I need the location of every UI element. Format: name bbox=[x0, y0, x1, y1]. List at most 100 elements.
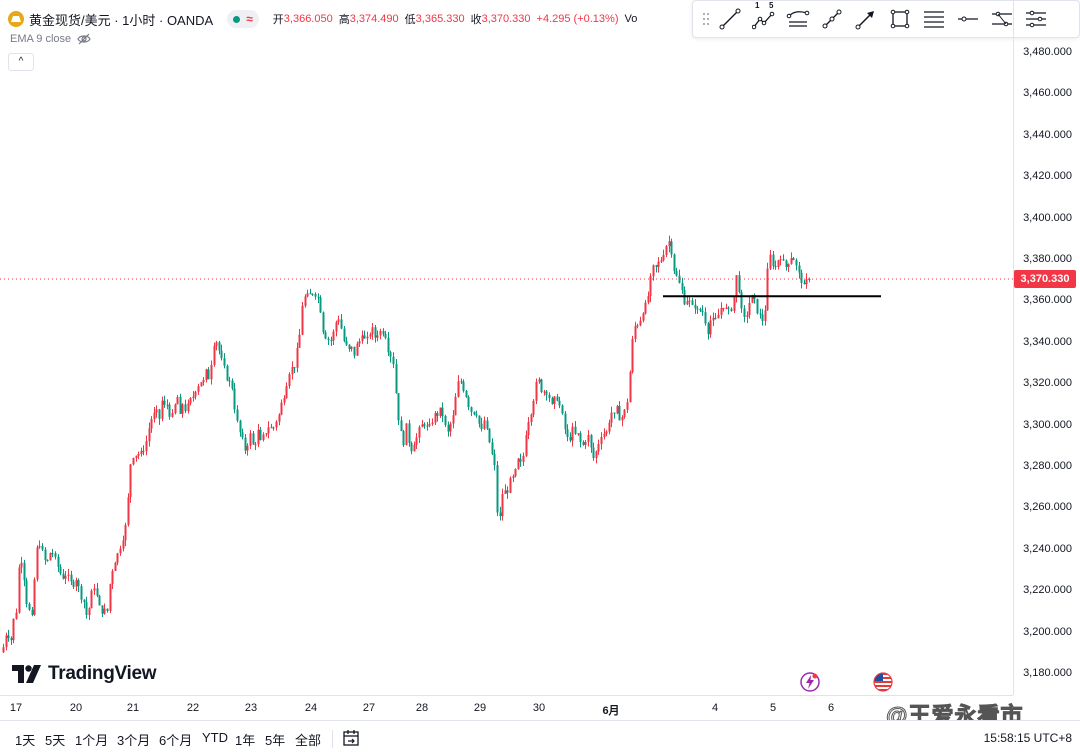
chart-pane[interactable] bbox=[0, 0, 1013, 695]
horizontal-ray-icon[interactable] bbox=[951, 2, 985, 36]
candle-body bbox=[488, 428, 491, 443]
fib-retracement-icon[interactable] bbox=[917, 2, 951, 36]
clock-timezone[interactable]: 15:58:15 UTC+8 bbox=[983, 731, 1072, 745]
range-1y-button[interactable]: 1年 bbox=[235, 733, 256, 748]
range-all-button[interactable]: 全部 bbox=[295, 733, 322, 748]
candle-body bbox=[119, 548, 122, 554]
range-ytd-button[interactable]: YTD bbox=[202, 730, 228, 745]
candle-body bbox=[174, 404, 177, 414]
candle-body bbox=[200, 382, 203, 387]
price-scale[interactable]: 3,480.000 3,460.000 3,440.000 3,420.000 3,40… bbox=[1013, 0, 1080, 695]
candle-body bbox=[88, 608, 91, 616]
arrow-line-icon[interactable] bbox=[849, 2, 883, 36]
range-1d-button[interactable]: 1天 bbox=[15, 733, 36, 748]
candle-body bbox=[777, 260, 780, 267]
candle-body bbox=[41, 546, 44, 550]
candle-body bbox=[285, 386, 288, 399]
price-tick: 3,200.000 bbox=[1023, 625, 1072, 638]
symbol-title[interactable]: 黄金现货/美元 · 1小时 · OANDA bbox=[29, 12, 214, 28]
tradingview-logo[interactable]: TradingView bbox=[12, 663, 157, 685]
us-flag-event-icon[interactable] bbox=[873, 672, 893, 692]
candle-body bbox=[376, 335, 379, 338]
candle-body bbox=[616, 406, 619, 414]
candle-body bbox=[738, 275, 741, 293]
range-6m-button[interactable]: 6个月 bbox=[159, 733, 193, 748]
candlestick-plot[interactable] bbox=[0, 0, 1013, 695]
price-tick: 3,340.000 bbox=[1023, 335, 1072, 348]
time-scale[interactable]: 17 20 21 22 23 24 27 28 29 30 6月 4 5 6 bbox=[0, 695, 1013, 719]
drag-handle-icon[interactable] bbox=[699, 9, 713, 29]
candle-body bbox=[166, 404, 169, 406]
xabcd-pattern-icon[interactable] bbox=[985, 2, 1019, 36]
candle-body bbox=[668, 241, 671, 247]
candle-body bbox=[67, 574, 70, 576]
candle-body bbox=[77, 580, 80, 587]
candle-body bbox=[189, 398, 192, 404]
candle-body bbox=[270, 427, 273, 429]
candle-body bbox=[787, 263, 790, 267]
market-status-pill[interactable]: ≈ bbox=[227, 10, 259, 28]
elliott-wave-icon[interactable]: 1 5 bbox=[747, 1, 781, 36]
date-range-icon[interactable] bbox=[342, 729, 360, 747]
rectangle-icon[interactable] bbox=[883, 2, 917, 36]
range-5y-button[interactable]: 5年 bbox=[265, 733, 286, 748]
candle-body bbox=[202, 379, 205, 383]
range-3m-button[interactable]: 3个月 bbox=[117, 733, 151, 748]
candle-body bbox=[751, 295, 754, 303]
candle-body bbox=[509, 477, 512, 493]
time-tick: 22 bbox=[186, 702, 200, 714]
indicator-label[interactable]: EMA 9 close bbox=[10, 33, 72, 45]
range-5d-button[interactable]: 5天 bbox=[45, 733, 66, 748]
event-lightning-icon[interactable] bbox=[800, 672, 820, 692]
candle-body bbox=[252, 433, 255, 445]
candle-body bbox=[577, 433, 580, 435]
candle-body bbox=[62, 573, 65, 579]
candle-body bbox=[10, 638, 13, 641]
candle-body bbox=[28, 603, 31, 610]
candle-body bbox=[798, 265, 801, 273]
candle-body bbox=[267, 427, 270, 434]
candle-body bbox=[322, 312, 325, 333]
candle-body bbox=[543, 391, 546, 393]
candle-body bbox=[400, 420, 403, 432]
price-tick: 3,400.000 bbox=[1023, 211, 1072, 224]
range-1m-button[interactable]: 1个月 bbox=[75, 733, 109, 748]
candle-body bbox=[621, 416, 624, 421]
candle-body bbox=[569, 436, 572, 441]
hide-eye-icon[interactable] bbox=[77, 33, 91, 45]
candle-body bbox=[558, 400, 561, 406]
candle-body bbox=[249, 433, 252, 446]
candle-body bbox=[735, 275, 738, 298]
candle-body bbox=[408, 423, 411, 443]
candle-body bbox=[517, 458, 520, 470]
price-tick: 3,480.000 bbox=[1023, 46, 1072, 58]
candle-body bbox=[514, 469, 517, 477]
parallel-channel-icon[interactable] bbox=[781, 2, 815, 36]
candle-body bbox=[288, 374, 291, 387]
info-line-icon[interactable] bbox=[815, 2, 849, 36]
candle-body bbox=[790, 258, 793, 264]
candle-body bbox=[23, 562, 26, 581]
candle-body bbox=[168, 404, 171, 417]
last-price-label: 3,370.330 bbox=[1014, 270, 1076, 289]
candle-body bbox=[717, 314, 720, 319]
candle-body bbox=[335, 322, 338, 332]
candle-body bbox=[38, 546, 41, 548]
candle-body bbox=[314, 294, 317, 297]
candle-body bbox=[59, 566, 62, 574]
candle-body bbox=[618, 406, 621, 421]
cyclic-lines-icon[interactable] bbox=[1019, 2, 1053, 36]
trend-line-icon[interactable] bbox=[713, 2, 747, 36]
candle-body bbox=[590, 434, 593, 448]
candle-body bbox=[512, 476, 515, 478]
time-tick: 27 bbox=[362, 702, 376, 714]
candle-body bbox=[25, 580, 28, 604]
price-tick: 3,220.000 bbox=[1023, 584, 1072, 597]
candle-body bbox=[366, 336, 369, 339]
time-tick: 5 bbox=[769, 702, 777, 714]
candle-body bbox=[96, 588, 99, 596]
collapse-legend-button[interactable]: ^ bbox=[8, 53, 34, 71]
candle-body bbox=[215, 342, 218, 346]
indicator-row[interactable]: EMA 9 close bbox=[10, 33, 91, 45]
candle-body bbox=[704, 312, 707, 324]
